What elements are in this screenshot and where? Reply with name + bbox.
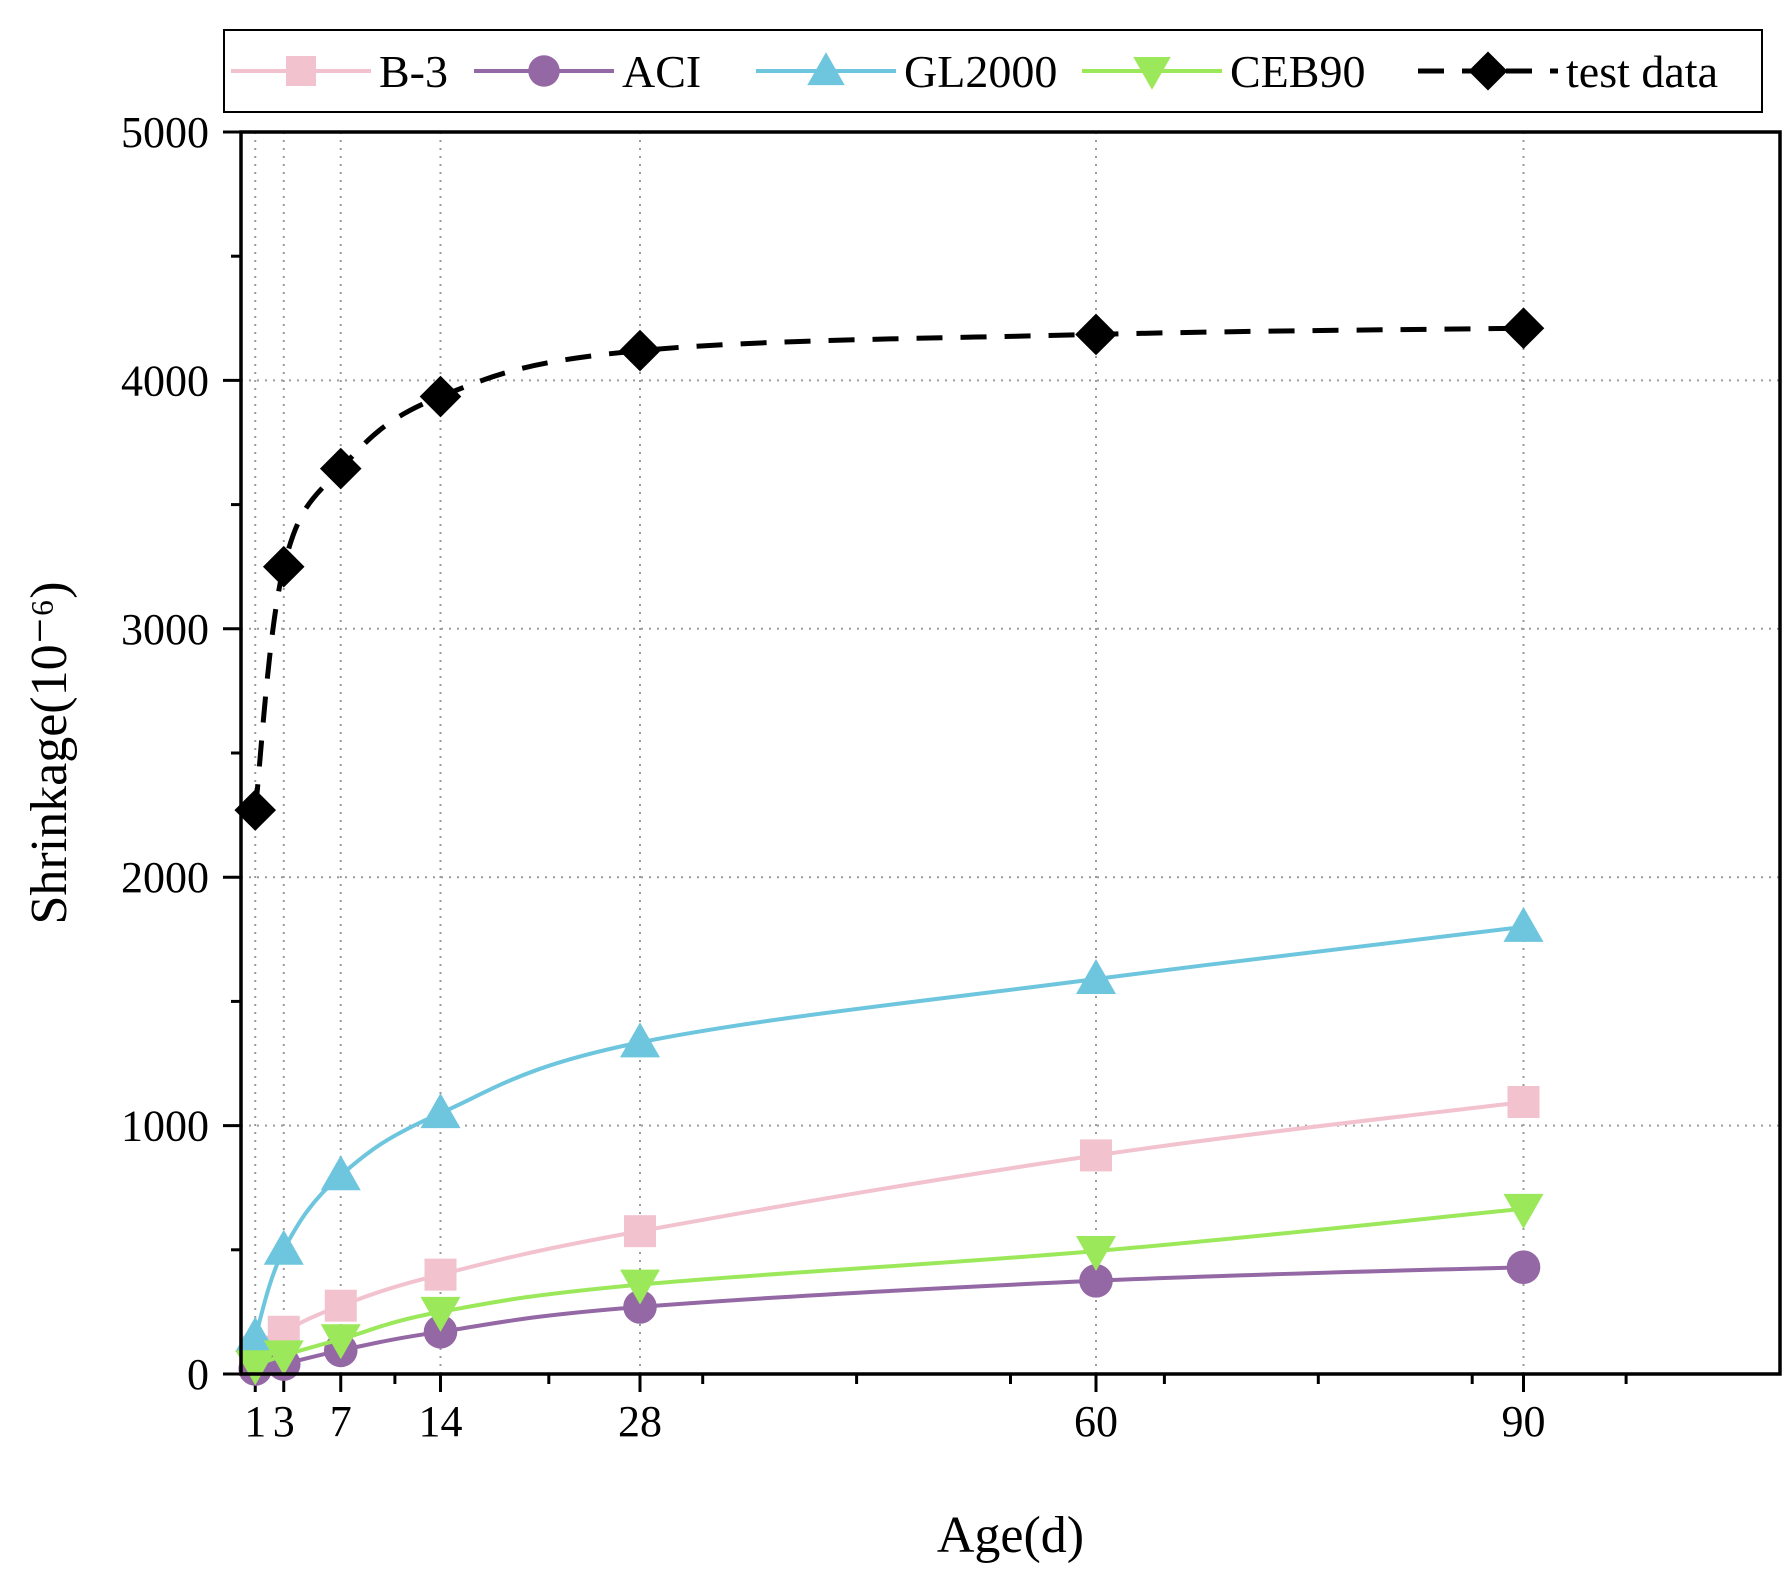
legend-label-test-data: test data: [1566, 46, 1718, 97]
legend-label-gl2000: GL2000: [904, 46, 1057, 97]
data-point-b-3: [424, 1258, 457, 1291]
data-point-b-3: [1080, 1139, 1112, 1172]
data-point-test-data: [1075, 313, 1117, 356]
x-tick-label: 14: [419, 1397, 463, 1446]
series-ceb90: [235, 1193, 1544, 1386]
y-tick-label: 4000: [121, 356, 209, 405]
data-point-ceb90: [1503, 1193, 1544, 1229]
x-tick-label: 60: [1074, 1397, 1118, 1446]
legend-entry-aci: ACI: [474, 46, 701, 97]
legend-entry-ceb90: CEB90: [1082, 46, 1365, 97]
major-ticks: [223, 130, 1525, 1392]
series-b-3: [239, 1086, 1540, 1368]
data-point-ceb90: [1076, 1236, 1116, 1272]
data-point-b-3: [324, 1289, 357, 1322]
data-point-ceb90: [620, 1269, 660, 1305]
data-point-gl2000: [1076, 959, 1116, 995]
legend-entry-gl2000: GL2000: [756, 46, 1057, 97]
data-point-gl2000: [420, 1093, 461, 1129]
x-tick-labels: 1 3 7 14 28 60 90: [244, 1397, 1545, 1446]
y-tick-labels: 0 1000 2000 3000 4000 5000: [121, 108, 209, 1399]
legend-entry-b-3: B-3: [231, 46, 448, 97]
x-tick-label: 90: [1502, 1397, 1546, 1446]
data-point-test-data: [419, 375, 462, 418]
data-point-ceb90: [263, 1340, 304, 1376]
legend-entries: B-3 ACI GL2000 CEB90 test data: [231, 46, 1718, 97]
x-tick-label: 7: [330, 1397, 352, 1446]
data-point-gl2000: [1503, 906, 1544, 942]
data-point-test-data: [1502, 307, 1545, 350]
legend-marker-b-3: [286, 56, 316, 86]
legend: B-3 ACI GL2000 CEB90 test data: [223, 29, 1763, 113]
data-point-aci: [1506, 1250, 1541, 1284]
y-tick-label: 0: [187, 1350, 209, 1399]
legend-marker-gl2000: [807, 52, 845, 86]
data-point-gl2000: [620, 1022, 660, 1058]
data-point-b-3: [1507, 1086, 1540, 1119]
legend-label-ceb90: CEB90: [1230, 46, 1365, 97]
data-point-ceb90: [420, 1296, 461, 1332]
data-point-gl2000: [320, 1155, 361, 1191]
x-tick-label: 3: [273, 1397, 295, 1446]
y-tick-label: 2000: [121, 853, 209, 902]
x-axis-title: Age(d): [937, 1507, 1084, 1564]
series-gl2000: [235, 906, 1544, 1352]
series-layer: [234, 307, 1545, 1386]
y-tick-label: 1000: [121, 1102, 209, 1151]
data-point-aci: [1079, 1264, 1113, 1298]
grid-layer: [241, 132, 1780, 1374]
data-point-test-data: [262, 545, 305, 588]
x-tick-label: 1: [244, 1397, 266, 1446]
data-point-test-data: [619, 329, 661, 372]
series-line-gl2000: [253, 924, 1524, 1338]
y-axis-title: Shrinkage(10⁻⁶): [21, 581, 78, 924]
data-point-gl2000: [263, 1229, 304, 1265]
series-line-ceb90: [254, 1206, 1524, 1368]
series-test-data: [234, 307, 1545, 831]
data-point-test-data: [234, 789, 277, 831]
data-point-b-3: [624, 1215, 656, 1248]
legend-label-aci: ACI: [622, 46, 701, 97]
y-tick-label: 5000: [121, 108, 209, 157]
data-point-ceb90: [320, 1324, 361, 1360]
legend-marker-test-data: [1468, 51, 1508, 91]
legend-marker-ceb90: [1133, 56, 1171, 90]
y-tick-label: 3000: [121, 605, 209, 654]
data-point-ceb90: [235, 1350, 276, 1386]
legend-entry-test-data: test data: [1418, 46, 1718, 97]
legend-label-b-3: B-3: [379, 46, 448, 97]
plot-frame: [239, 130, 1782, 1376]
legend-marker-aci: [528, 55, 560, 87]
data-point-aci: [623, 1290, 657, 1324]
data-point-test-data: [319, 447, 362, 490]
x-tick-label: 28: [618, 1397, 662, 1446]
